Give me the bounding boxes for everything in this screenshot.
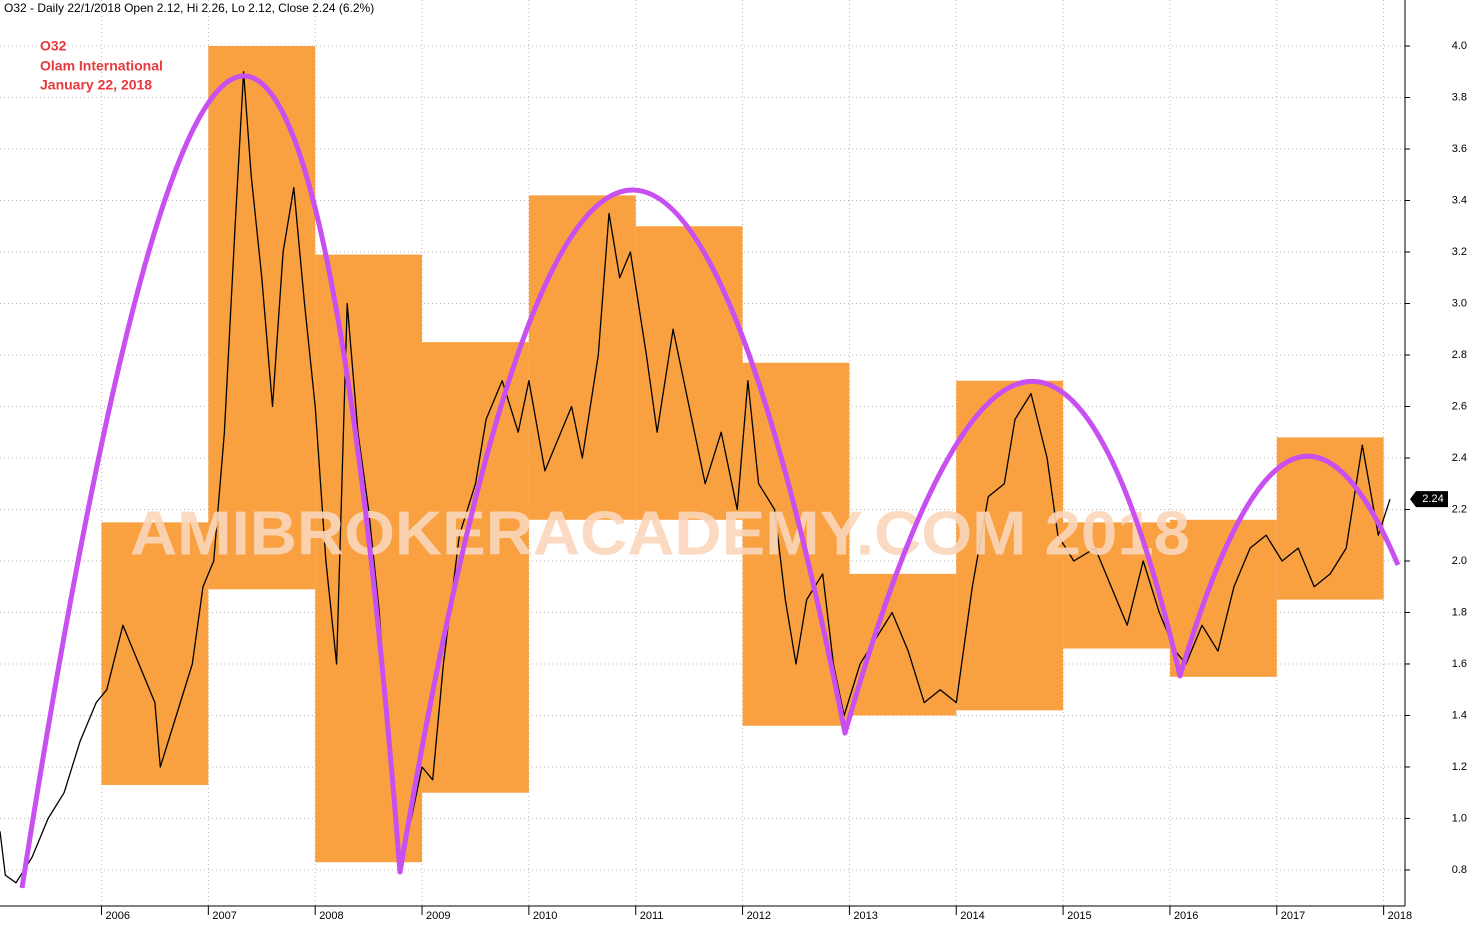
year-range-box	[956, 380, 1064, 711]
x-tick-label: 2010	[533, 910, 557, 922]
title-line: Olam International	[40, 58, 163, 74]
x-tick-label: 2015	[1067, 910, 1091, 922]
x-tick-label: 2009	[426, 910, 450, 922]
x-tick-label: 2008	[319, 910, 343, 922]
y-tick-label: 1.6	[1452, 658, 1467, 670]
arc-curve	[19, 73, 1401, 889]
x-tick-label: 2012	[747, 910, 771, 922]
y-tick-label: 1.2	[1452, 761, 1467, 773]
title-line: January 22, 2018	[40, 77, 152, 93]
header: O32 - Daily 22/1/2018 Open 2.12, Hi 2.26…	[4, 1, 374, 15]
x-tick-label: 2013	[853, 910, 877, 922]
y-tick-label: 2.6	[1452, 400, 1467, 412]
x-tick-label: 2016	[1174, 910, 1198, 922]
year-range-box	[849, 573, 957, 716]
year-range-box	[208, 46, 316, 590]
x-tick-label: 2017	[1281, 910, 1305, 922]
watermark: AMIBROKERACADEMY.COM 2018	[130, 499, 1190, 568]
y-tick-label: 0.8	[1452, 864, 1467, 876]
price-line	[0, 71, 1391, 884]
last-price-tag	[1410, 491, 1448, 508]
y-tick-label: 2.4	[1452, 452, 1467, 464]
x-tick-label: 2014	[960, 910, 984, 922]
y-tick-label: 1.0	[1452, 812, 1467, 824]
x-tick-label: 2011	[640, 910, 664, 922]
price-layer	[0, 71, 1391, 884]
title-line: O32	[40, 38, 67, 54]
y-tick-label: 3.6	[1452, 143, 1467, 155]
y-tick-label: 3.8	[1452, 91, 1467, 103]
year-range-box	[422, 342, 529, 793]
y-tick-label: 1.8	[1452, 606, 1467, 618]
year-range-box	[1063, 522, 1170, 649]
year-range-box	[101, 522, 209, 785]
x-tick-label: 2007	[212, 910, 236, 922]
last-price-label: 2.24	[1422, 493, 1443, 505]
x-tick-label: 2006	[106, 910, 130, 922]
y-tick-label: 4.0	[1452, 40, 1467, 52]
y-tick-label: 2.2	[1452, 503, 1467, 515]
x-tick-label: 2018	[1388, 910, 1412, 922]
y-tick-label: 3.2	[1452, 246, 1467, 258]
y-tick-label: 3.4	[1452, 194, 1467, 206]
year-boxes	[101, 46, 1384, 863]
y-tick-label: 2.0	[1452, 555, 1467, 567]
y-tick-label: 3.0	[1452, 297, 1467, 309]
year-range-box	[635, 226, 743, 520]
y-tick-label: 1.4	[1452, 709, 1467, 721]
y-tick-label: 2.8	[1452, 349, 1467, 361]
